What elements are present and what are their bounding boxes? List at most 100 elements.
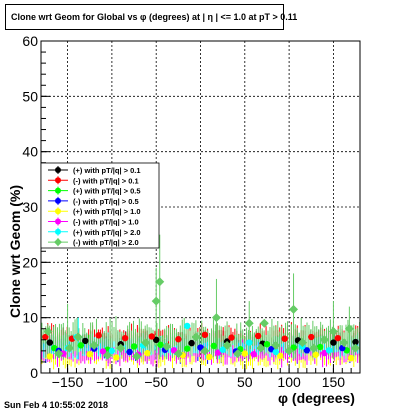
data-point [89,340,99,350]
legend: (+) with pT/|q| > 0.1(-) with pT/|q| > 0… [40,162,160,249]
data-point [259,318,269,328]
data-point [77,342,85,349]
y-tick-label: 20 [22,254,38,270]
legend-marker [55,218,61,225]
data-point [173,349,183,359]
data-point [289,304,299,314]
data-point [113,354,120,361]
legend-entry: (+) with pT/|q| > 2.0 [48,227,141,237]
data-point [312,351,319,358]
data-point [162,341,172,351]
data-point [116,343,126,353]
data-point [344,324,354,334]
legend-marker [55,177,61,184]
data-point [339,338,349,348]
data-point [130,343,138,350]
chart-title: Clone wrt Geom for Global vs φ (degrees)… [11,12,298,22]
legend-marker [55,167,61,173]
data-point [132,351,142,361]
x-tick-label: 150 [322,374,346,390]
data-point [54,349,64,359]
legend-entry: (-) with pT/|q| > 0.5 [48,196,139,206]
legend-label: (-) with pT/|q| > 0.1 [73,176,139,185]
data-point [99,348,107,355]
data-point [351,343,361,353]
legend-label: (+) with pT/|q| > 0.5 [73,187,141,196]
data-point [184,345,191,352]
data-point [272,348,280,356]
data-point [228,334,235,341]
data-point [188,339,195,347]
data-point [281,335,288,342]
legend-label: (+) with pT/|q| > 2.0 [73,228,141,237]
data-point [290,344,297,351]
data-point [241,350,249,357]
data-point [352,338,359,346]
data-point [309,343,319,353]
x-axis-label: φ (degrees) [278,390,355,406]
data-point [141,338,151,348]
data-point [126,348,133,356]
legend-marker [55,197,61,204]
x-tick-label: 50 [237,374,253,390]
data-point [210,342,217,350]
data-point [284,346,294,356]
data-point [219,346,226,353]
data-point [184,322,191,330]
data-point [108,347,116,355]
data-point [308,333,315,341]
data-point [222,340,232,350]
data-point [303,347,311,354]
data-point [277,352,284,360]
legend-label: (+) with pT/|q| > 0.1 [73,166,141,175]
data-point [152,336,160,343]
legend-marker [55,228,61,235]
x-tick-label: −150 [52,374,84,390]
data-point [86,350,93,358]
data-point [157,341,164,348]
data-point [334,334,342,342]
legend-entry: (-) with pT/|q| > 2.0 [48,238,139,247]
data-point [175,336,182,343]
y-axis-label: Clone wrt Geom (%) [7,185,23,319]
data-point [151,296,161,306]
data-point [211,313,221,323]
data-point [121,334,129,342]
legend-label: (-) with pT/|q| > 1.0 [73,218,139,227]
data-point [170,347,178,354]
data-point [64,343,74,353]
legend-entry: (+) with pT/|q| > 0.1 [48,166,141,175]
data-point [191,332,201,342]
y-tick-label: 60 [22,33,38,49]
data-point [263,341,271,348]
data-point [102,350,112,360]
legend-label: (-) with pT/|q| > 0.5 [73,197,139,206]
data-point [316,343,324,351]
y-tick-label: 30 [22,199,38,215]
series-7 [43,277,361,361]
legend-box [40,162,160,249]
data-point [46,339,54,346]
legend-label: (-) with pT/|q| > 2.0 [73,238,139,247]
data-point [148,333,155,340]
data-point [244,318,254,328]
y-tick-label: 50 [22,88,38,104]
chart-title-box: Clone wrt Geom for Global vs φ (degrees)… [5,4,297,30]
data-point [330,339,337,346]
data-point [95,332,102,339]
y-tick-label: 10 [22,310,38,326]
x-tick-label: −50 [144,374,168,390]
legend-entry: (+) with pT/|q| > 0.5 [48,186,141,196]
legend-entry: (-) with pT/|q| > 1.0 [48,217,139,227]
legend-label: (+) with pT/|q| > 1.0 [73,207,141,216]
data-point [201,331,209,339]
x-tick-label: 100 [277,374,301,390]
data-point [42,333,49,341]
data-point [73,332,83,342]
y-tick-label: 0 [30,365,38,381]
data-point [197,344,204,351]
data-point [82,337,89,345]
legend-marker [54,238,62,247]
data-point [320,335,330,345]
legend-marker [55,208,61,215]
